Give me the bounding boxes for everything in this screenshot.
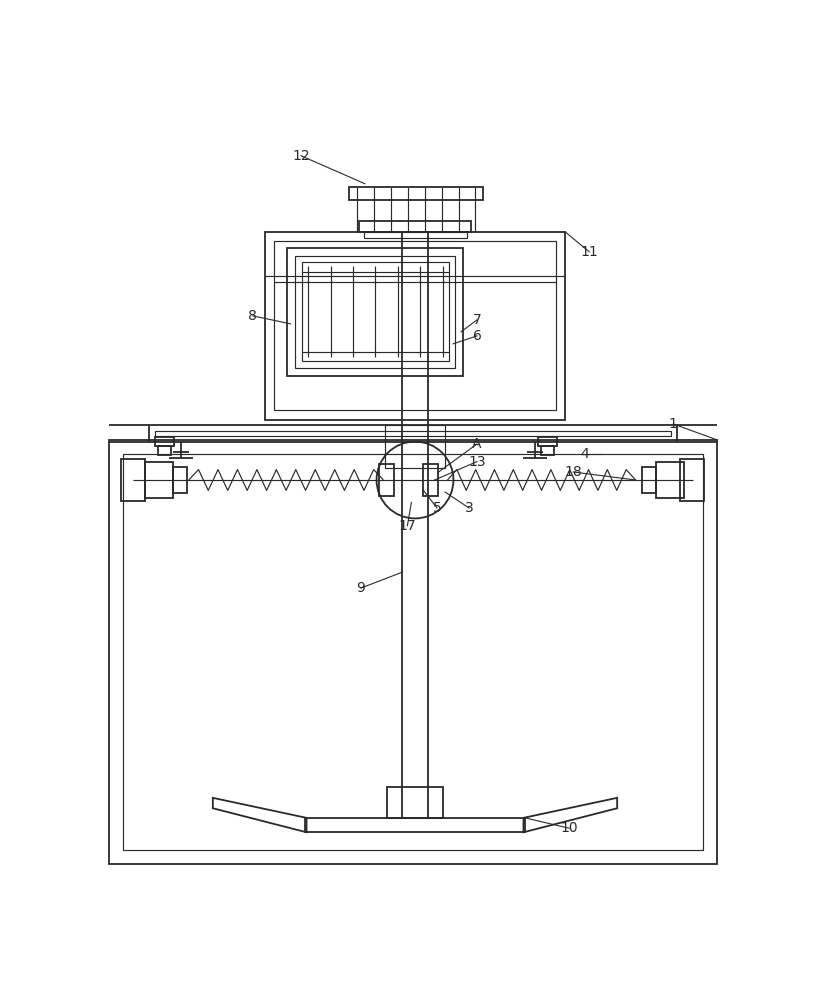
Bar	[158, 446, 171, 455]
Text: 12: 12	[292, 149, 309, 163]
Bar	[379, 464, 394, 496]
Text: 11: 11	[580, 245, 598, 259]
Text: 1: 1	[669, 417, 678, 431]
Bar	[656, 462, 685, 498]
Bar	[145, 462, 173, 498]
Bar	[305, 818, 525, 832]
Bar	[123, 454, 703, 850]
Bar	[541, 446, 554, 455]
Bar	[287, 248, 464, 376]
Bar	[155, 431, 671, 436]
Bar	[295, 256, 455, 368]
Text: 13: 13	[468, 455, 486, 469]
Bar	[681, 459, 705, 501]
Text: 17: 17	[399, 519, 416, 533]
Text: 4: 4	[580, 447, 590, 461]
Text: 5: 5	[433, 501, 441, 515]
Text: 3: 3	[465, 501, 474, 515]
Text: A: A	[472, 437, 482, 451]
Bar	[302, 262, 449, 361]
Bar	[173, 467, 187, 493]
Text: 7: 7	[473, 313, 481, 327]
Bar	[538, 437, 557, 446]
Text: 18: 18	[565, 465, 582, 479]
Bar	[265, 232, 565, 420]
Bar	[642, 467, 656, 493]
Bar	[424, 464, 438, 496]
Bar	[349, 187, 484, 200]
Text: 9: 9	[356, 581, 365, 595]
Bar	[364, 232, 467, 238]
Text: 6: 6	[473, 329, 481, 343]
Bar	[121, 459, 145, 501]
Bar	[155, 437, 174, 446]
Text: 8: 8	[249, 309, 258, 323]
Text: 10: 10	[560, 821, 578, 835]
Bar	[274, 241, 555, 410]
Bar	[387, 787, 443, 818]
Bar	[148, 425, 677, 442]
Bar	[359, 221, 471, 232]
Bar	[384, 425, 445, 468]
Bar	[108, 440, 717, 864]
